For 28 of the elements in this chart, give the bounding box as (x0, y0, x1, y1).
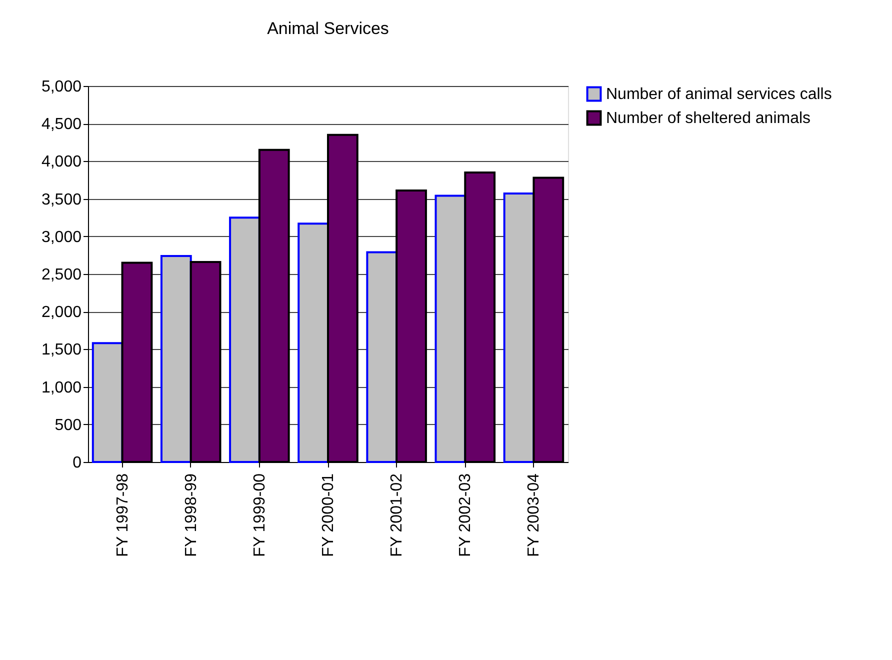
y-tick-label: 3,000 (41, 228, 82, 246)
y-tick-label: 3,500 (41, 191, 82, 208)
y-tick-label: 4,500 (41, 116, 82, 134)
y-tick-label: 2,000 (41, 304, 82, 322)
y-tick-label: 500 (54, 416, 82, 434)
bar (366, 251, 398, 463)
chart-title: Animal Services (267, 19, 389, 38)
y-tick-label: 0 (72, 454, 82, 472)
bar (229, 216, 260, 463)
y-tick-label: 1,500 (41, 342, 82, 359)
x-tick-label: FY 2000-01 (320, 473, 337, 557)
y-tick-label: 4,000 (41, 154, 82, 171)
bar (160, 254, 192, 463)
x-tick-label: FY 2001-02 (388, 473, 406, 557)
y-tick-label: 5,000 (41, 78, 82, 96)
legend-label: Number of sheltered animals (606, 110, 811, 127)
x-tick-label: FY 1998-99 (182, 473, 200, 557)
x-tick-label: FY 1997-98 (114, 473, 132, 557)
bar (298, 222, 329, 463)
y-tick-label: 2,500 (41, 266, 82, 284)
bar (503, 192, 535, 463)
bar (434, 194, 466, 463)
x-tick-label: FY 2003-04 (526, 473, 543, 557)
bar (92, 342, 124, 463)
x-tick-label: FY 1999-00 (251, 473, 268, 557)
legend-label: Number of animal services calls (606, 86, 832, 103)
x-tick-label: FY 2002-03 (457, 473, 474, 557)
y-tick-label: 1,000 (41, 379, 82, 396)
